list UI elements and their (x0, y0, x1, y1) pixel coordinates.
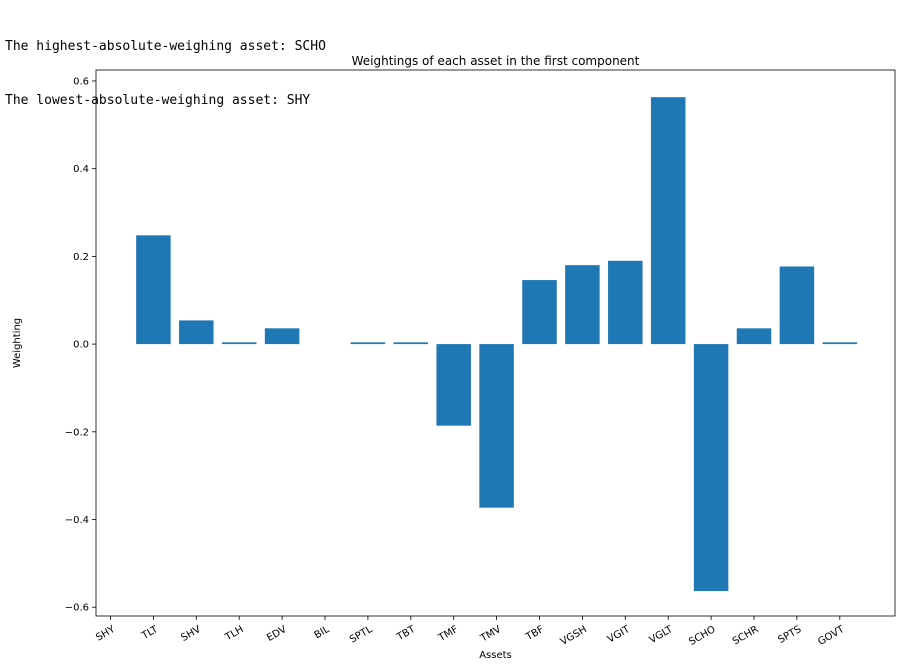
x-tick-label: TLH (223, 624, 246, 644)
bar-vgsh (565, 265, 600, 345)
x-tick-label: TBF (523, 624, 546, 644)
x-tick-label: GOVT (816, 624, 847, 648)
bar-tlt (136, 235, 171, 345)
x-axis-label: Assets (479, 650, 512, 661)
bar-edv (264, 328, 300, 345)
y-tick-label: −0.4 (65, 515, 89, 526)
x-tick-label: EDV (265, 624, 289, 644)
highest-asset-text: The highest-absolute-weighing asset: SCH… (5, 39, 326, 54)
bar-scho (693, 344, 729, 592)
x-tick-label: VGLT (648, 624, 676, 646)
x-tick-label: SHY (94, 624, 118, 644)
bar-sptl (350, 342, 386, 345)
x-tick-label: TLT (139, 624, 160, 643)
x-tick-label: VGIT (606, 624, 633, 646)
bar-schr (736, 328, 772, 345)
bar-shv (179, 320, 214, 345)
bar-tbf (522, 280, 557, 345)
y-tick-label: 0.4 (73, 164, 89, 175)
y-tick-label: 0.0 (73, 340, 89, 351)
y-tick-label: 0.6 (73, 76, 89, 87)
bars-group (93, 97, 858, 592)
y-tick-label: −0.2 (65, 427, 89, 438)
x-tick-label: SCHO (687, 624, 717, 648)
y-tick-label: −0.6 (65, 603, 89, 614)
x-tick-label: TMF (436, 624, 460, 644)
x-tick-label: SHV (179, 624, 203, 644)
bar-vgit (608, 260, 643, 345)
chart-title: Weightings of each asset in the first co… (352, 54, 640, 68)
bar-govt (822, 342, 858, 345)
x-tick-label: SPTS (776, 624, 803, 646)
plot-frame (95, 69, 896, 617)
bar-tbt (393, 342, 429, 345)
x-tick-label: TBT (394, 624, 418, 644)
bar-spts (779, 266, 815, 345)
cell-output: The highest-absolute-weighing asset: SCH… (5, 2, 326, 128)
bar-tmf (436, 344, 471, 426)
x-tick-label: BIL (313, 624, 332, 641)
y-axis: −0.6 −0.4 −0.2 0.0 0.2 0.4 0.6 (65, 76, 96, 614)
bar-tlh (221, 342, 257, 345)
lowest-asset-text: The lowest-absolute-weighing asset: SHY (5, 93, 311, 108)
x-tick-label: SPTL (348, 624, 375, 646)
x-axis: SHY TLT SHV TLH EDV BIL SPTL TBT TMF TMV TBF VGSH VG… (94, 616, 847, 648)
y-tick-label: 0.2 (73, 252, 89, 263)
y-axis-label: Weighting (12, 318, 23, 368)
x-tick-label: SCHR (731, 624, 761, 647)
bar-vglt (650, 97, 686, 345)
x-tick-label: VGSH (559, 624, 589, 648)
bar-tmv (479, 344, 514, 508)
x-tick-label: TMV (478, 624, 503, 645)
